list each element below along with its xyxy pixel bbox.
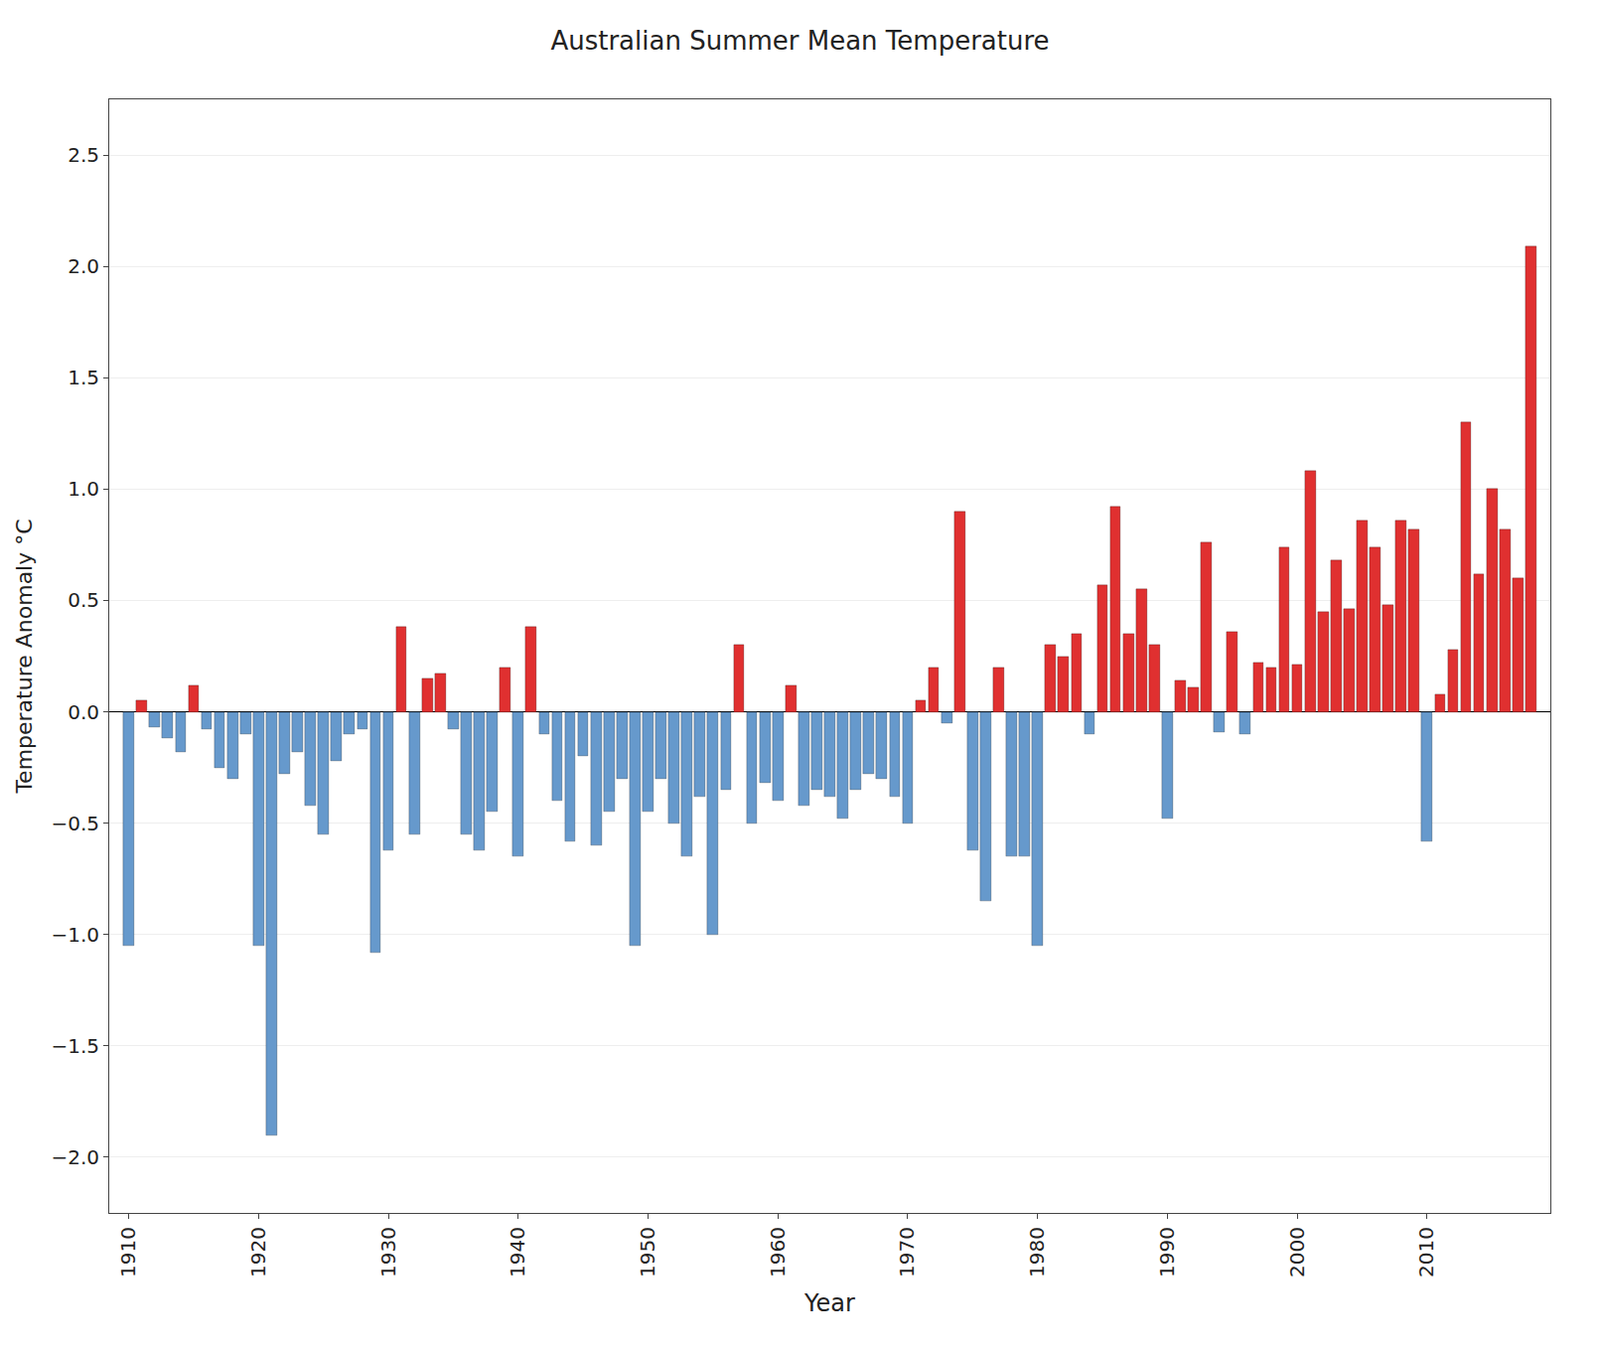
svg-text:2.5: 2.5 [67, 143, 100, 167]
svg-text:1.0: 1.0 [67, 476, 100, 501]
svg-text:Temperature Anomaly °C: Temperature Anomaly °C [11, 518, 37, 794]
svg-text:1910: 1910 [116, 1226, 141, 1278]
svg-text:−1.0: −1.0 [50, 922, 100, 947]
svg-text:2000: 2000 [1285, 1226, 1310, 1278]
svg-text:2010: 2010 [1414, 1226, 1439, 1278]
svg-text:1920: 1920 [246, 1226, 271, 1278]
svg-text:2.0: 2.0 [67, 254, 100, 279]
svg-text:1980: 1980 [1024, 1226, 1049, 1278]
svg-text:1960: 1960 [765, 1226, 790, 1278]
svg-text:0.5: 0.5 [67, 587, 100, 612]
svg-text:−2.0: −2.0 [50, 1145, 100, 1169]
svg-text:1990: 1990 [1155, 1226, 1179, 1278]
svg-text:−1.5: −1.5 [50, 1033, 100, 1058]
svg-text:Australian Summer Mean Tempera: Australian Summer Mean Temperature [550, 25, 1049, 56]
svg-text:1.5: 1.5 [67, 365, 100, 390]
svg-text:1970: 1970 [894, 1226, 919, 1278]
svg-text:1950: 1950 [635, 1226, 660, 1278]
svg-text:−0.5: −0.5 [50, 811, 100, 836]
svg-text:0.0: 0.0 [67, 700, 100, 725]
svg-text:Year: Year [803, 1289, 856, 1317]
svg-text:1940: 1940 [505, 1226, 530, 1278]
svg-text:1930: 1930 [376, 1226, 401, 1278]
